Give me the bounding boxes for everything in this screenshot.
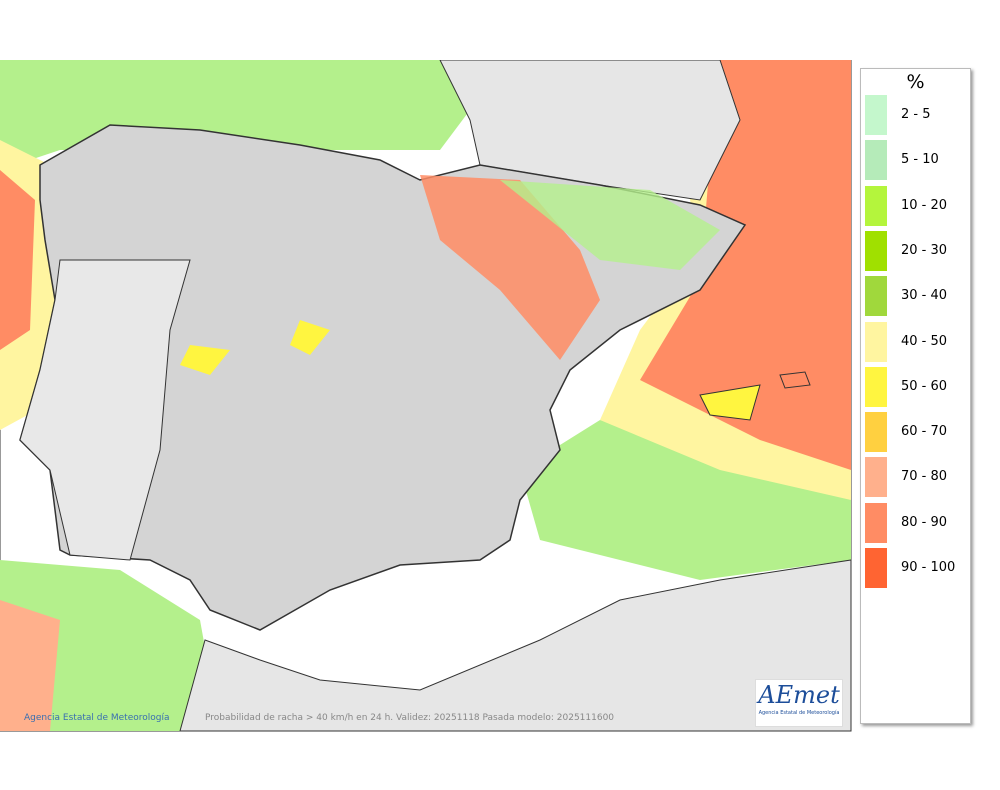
legend-item: 90 - 100 — [865, 548, 965, 588]
legend: % 2 - 5 5 - 10 10 - 20 20 - 30 30 - 40 40 - 5… — [860, 68, 971, 724]
island — [779, 371, 811, 389]
legend-swatch — [865, 321, 887, 362]
legend-item: 30 - 40 — [865, 276, 965, 317]
legend-swatch — [865, 276, 887, 317]
legend-swatch — [865, 548, 887, 588]
wind-area — [640, 60, 851, 470]
legend-item: 10 - 20 — [865, 185, 965, 226]
logo: AEmet Agencia Estatal de Meteorología — [755, 679, 843, 727]
wind-area — [180, 345, 230, 375]
logo-name: AEmet — [758, 681, 840, 709]
island — [699, 384, 761, 421]
legend-swatch — [865, 185, 887, 226]
wind-area — [290, 320, 330, 355]
legend-swatch — [865, 230, 887, 271]
legend-item: 80 - 90 — [865, 502, 965, 543]
wind-area — [0, 600, 60, 731]
legend-label: 30 - 40 — [901, 288, 948, 304]
legend-item: 50 - 60 — [865, 366, 965, 407]
portugal — [19, 259, 191, 561]
legend-item: 5 - 10 — [865, 140, 965, 181]
legend-label: 40 - 50 — [901, 333, 948, 349]
legend-item: 40 - 50 — [865, 321, 965, 362]
legend-swatch — [865, 457, 887, 498]
legend-label: 2 - 5 — [901, 107, 931, 122]
legend-label: 10 - 20 — [901, 197, 948, 213]
legend-item: 70 - 80 — [865, 457, 965, 498]
legend-swatch — [865, 366, 887, 407]
legend-title: % — [906, 71, 925, 93]
legend-item: 2 - 5 — [865, 95, 965, 135]
legend-label: 80 - 90 — [901, 514, 948, 530]
caption: Probabilidad de racha > 40 km/h en 24 h.… — [205, 713, 615, 723]
legend-label: 20 - 30 — [901, 242, 948, 258]
legend-swatch — [865, 95, 887, 135]
wind-area — [0, 560, 220, 731]
legend-item: 20 - 30 — [865, 230, 965, 271]
credit: Agencia Estatal de Meteorología — [24, 713, 170, 723]
legend-label: 90 - 100 — [901, 560, 956, 575]
map — [0, 60, 852, 732]
wind-area — [0, 170, 35, 350]
wind-area — [520, 420, 851, 580]
legend-label: 50 - 60 — [901, 378, 948, 394]
legend-swatch — [865, 412, 887, 453]
legend-item: 60 - 70 — [865, 412, 965, 453]
legend-swatch — [865, 502, 887, 543]
logo-subtitle: Agencia Estatal de Meteorología — [758, 710, 840, 716]
legend-label: 70 - 80 — [901, 469, 948, 485]
legend-label: 5 - 10 — [901, 152, 939, 168]
africa — [179, 559, 852, 732]
legend-label: 60 - 70 — [901, 424, 948, 440]
legend-swatch — [865, 140, 887, 181]
wind-area — [500, 180, 720, 270]
